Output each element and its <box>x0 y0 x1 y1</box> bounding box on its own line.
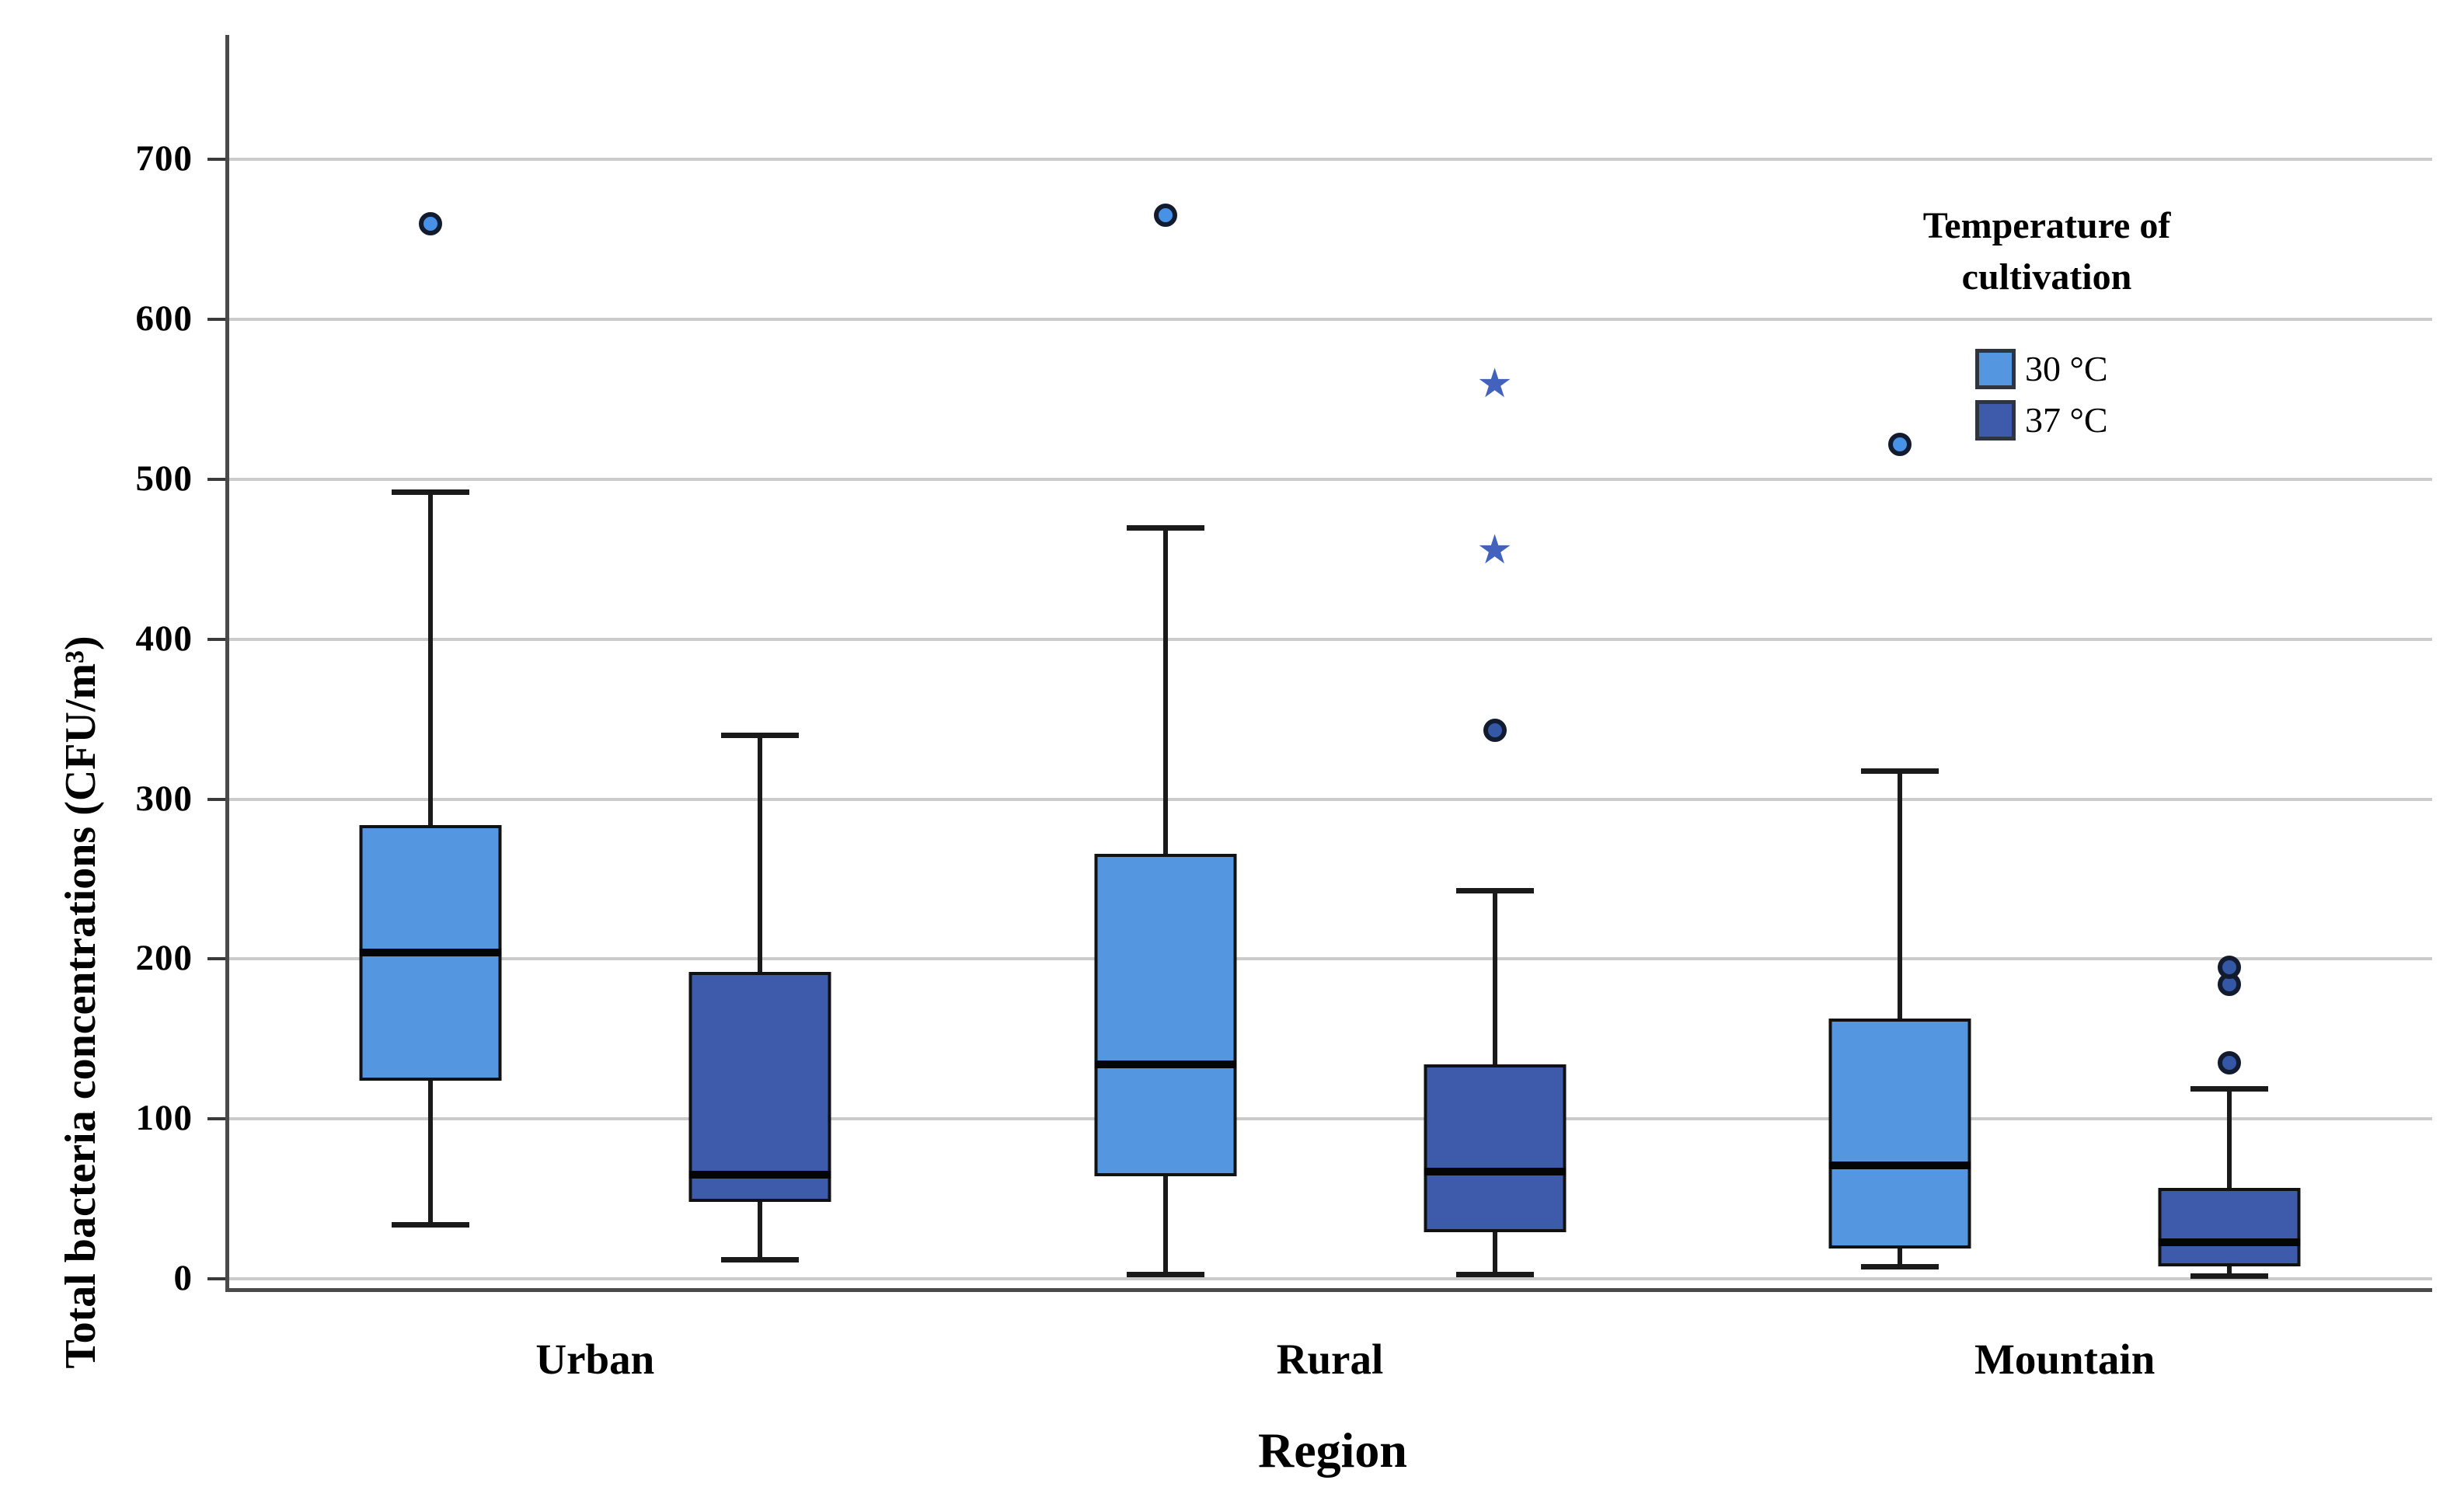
legend-item-30c: 30 °C <box>1975 348 2108 389</box>
x-category-label-rural: Rural <box>1276 1336 1384 1383</box>
whisker-cap-max-urban-37c <box>720 733 799 739</box>
legend-title-line1: Temperature of <box>1922 205 2171 246</box>
whisker-mountain-37c <box>2227 1088 2232 1276</box>
legend-title: Temperature of cultivation <box>1923 200 2171 303</box>
whisker-cap-min-rural-37c <box>1455 1271 1534 1277</box>
boxplot-box-rural-37c <box>1424 1064 1566 1233</box>
y-axis-tick <box>207 637 228 641</box>
boxplot-box-rural-30c <box>1094 853 1236 1177</box>
outlier-circle-rural-30c <box>1153 204 1177 228</box>
legend-title-line2: cultivation <box>1961 256 2132 298</box>
whisker-cap-max-mountain-37c <box>2190 1086 2269 1092</box>
y-axis-tick <box>207 797 228 801</box>
y-tick-label: 300 <box>135 778 193 819</box>
whisker-cap-max-urban-30c <box>391 489 469 496</box>
y-axis-tick <box>207 1117 228 1121</box>
whisker-cap-min-rural-30c <box>1126 1271 1204 1277</box>
legend-swatch-37c <box>1975 399 2016 441</box>
outlier-circle-mountain-37c <box>2218 955 2242 979</box>
legend-swatch-30c <box>1975 348 2016 389</box>
y-gridline <box>228 1277 2432 1280</box>
outlier-circle-rural-37c <box>1483 719 1507 743</box>
y-gridline <box>228 478 2432 481</box>
y-gridline <box>228 797 2432 801</box>
y-axis-title: Total bacteria concentrations (CFU/m³) <box>57 636 105 1369</box>
whisker-cap-min-urban-37c <box>720 1257 799 1263</box>
whisker-cap-min-urban-30c <box>391 1222 469 1228</box>
y-axis-tick <box>207 318 228 322</box>
x-category-label-mountain: Mountain <box>1974 1336 2156 1383</box>
outlier-circle-urban-30c <box>418 211 442 235</box>
median-line-urban-30c <box>359 949 502 957</box>
y-tick-label: 100 <box>135 1098 193 1139</box>
whisker-cap-max-mountain-30c <box>1861 768 1939 774</box>
boxplot-box-urban-37c <box>688 971 831 1203</box>
y-tick-label: 600 <box>135 298 193 340</box>
y-tick-label: 200 <box>135 938 193 979</box>
median-line-urban-37c <box>688 1171 831 1179</box>
median-line-rural-30c <box>1094 1060 1236 1069</box>
y-gridline <box>228 158 2432 162</box>
boxplot-box-mountain-37c <box>2158 1187 2301 1266</box>
y-axis-tick <box>207 478 228 481</box>
x-axis-title: Region <box>1258 1423 1407 1478</box>
whisker-cap-max-rural-30c <box>1126 524 1204 531</box>
extreme-star-rural-37c: ★ <box>1476 360 1513 407</box>
y-tick-label: 0 <box>173 1258 193 1298</box>
y-axis-tick <box>207 957 228 961</box>
legend-label-37c: 37 °C <box>2025 400 2108 440</box>
y-axis-tick <box>207 1277 228 1280</box>
legend-label-30c: 30 °C <box>2025 349 2108 388</box>
y-tick-label: 700 <box>135 138 193 179</box>
y-tick-label: 400 <box>135 618 193 659</box>
y-gridline <box>228 637 2432 641</box>
median-line-rural-37c <box>1424 1168 1566 1176</box>
whisker-cap-min-mountain-37c <box>2190 1273 2269 1279</box>
y-gridline <box>228 318 2432 322</box>
x-category-label-urban: Urban <box>535 1336 655 1383</box>
extreme-star-rural-37c: ★ <box>1476 526 1513 573</box>
y-gridline <box>228 1117 2432 1121</box>
y-axis-tick <box>207 158 228 162</box>
median-line-mountain-37c <box>2158 1238 2301 1246</box>
legend-item-37c: 37 °C <box>1975 399 2108 441</box>
boxplot-box-mountain-30c <box>1828 1018 1971 1249</box>
outlier-circle-mountain-37c <box>2218 1051 2242 1075</box>
x-axis-line <box>225 1288 2432 1292</box>
whisker-cap-max-rural-37c <box>1455 887 1534 893</box>
outlier-circle-mountain-30c <box>1888 432 1912 456</box>
whisker-cap-min-mountain-30c <box>1861 1263 1939 1269</box>
y-tick-label: 500 <box>135 458 193 499</box>
median-line-mountain-30c <box>1828 1161 1971 1169</box>
y-axis-line <box>225 35 229 1291</box>
y-gridline <box>228 957 2432 961</box>
